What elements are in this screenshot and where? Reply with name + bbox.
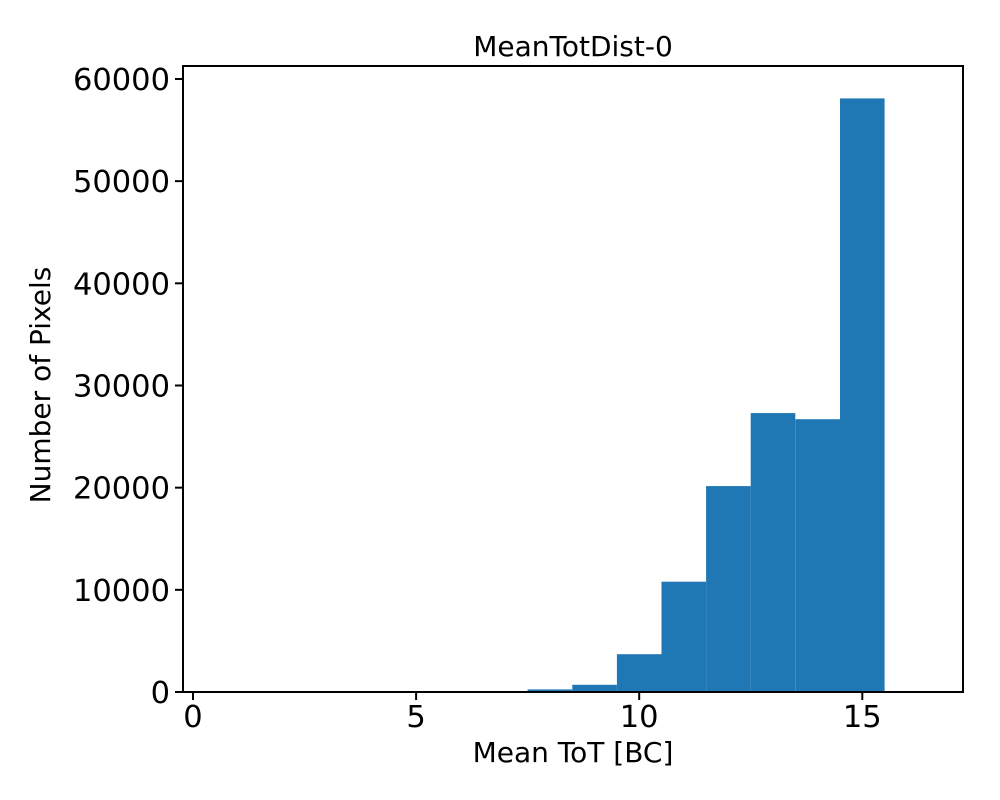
y-tick-label: 50000 [73,165,170,200]
x-tick-label: 0 [183,700,202,735]
axes: 0 5 10 15 0 10000 20000 30000 40000 50000 60000 [73,63,964,735]
y-tick-label: 0 [151,676,170,711]
y-tick-label: 60000 [73,63,170,98]
histogram-bar [840,98,885,692]
y-tick-label: 20000 [73,472,170,507]
histogram-bars [527,98,885,692]
y-tick-label: 40000 [73,267,170,302]
histogram-bar [706,486,751,692]
x-axis-label: Mean ToT [BC] [473,736,674,769]
histogram-bar [661,581,707,692]
y-axis-label: Number of Pixels [24,267,57,504]
x-tick-label: 15 [843,700,882,735]
y-tick-label: 10000 [73,574,170,609]
histogram-bar [527,689,573,692]
histogram-bar [795,419,840,692]
x-tick-label: 5 [406,700,425,735]
x-tick-label: 10 [620,700,659,735]
plot-spines [182,65,964,693]
histogram-bar [616,654,662,692]
histogram-bar [750,413,796,692]
y-tick-label: 30000 [73,369,170,404]
histogram-bar [572,684,617,692]
chart-title: MeanTotDist-0 [473,30,673,63]
